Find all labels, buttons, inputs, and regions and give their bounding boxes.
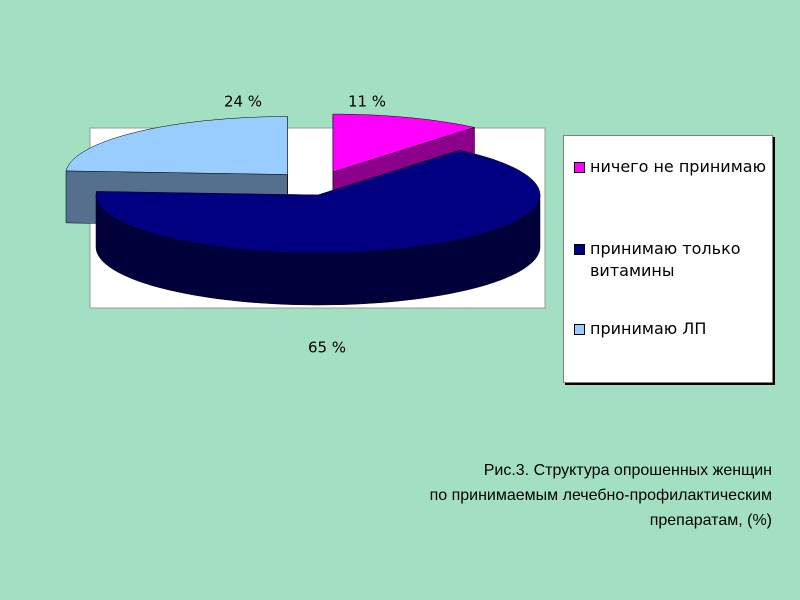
- legend-label: ничего не принимаю: [590, 157, 767, 176]
- legend-item: ничего не принимаю: [574, 156, 770, 178]
- caption-line: Рис.3. Структура опрошенных женщин: [483, 462, 772, 479]
- legend-label: принимаю ЛП: [590, 319, 707, 338]
- caption: Рис.3. Структура опрошенных женщин по пр…: [430, 458, 772, 533]
- slice: [332, 113, 476, 173]
- legend-item: принимаю ЛП: [574, 318, 770, 340]
- slice: [65, 116, 288, 175]
- caption-line: по принимаемым лечебно-профилактическим: [429, 487, 772, 504]
- legend: ничего не принимаю принимаю только витами…: [563, 135, 773, 383]
- data-label: 11 %: [348, 93, 386, 111]
- data-label: 24 %: [224, 93, 262, 111]
- data-label: 65 %: [308, 339, 346, 357]
- legend-swatch: [574, 162, 585, 173]
- slice: [95, 150, 541, 254]
- caption-line: препаратам, (%): [649, 512, 772, 529]
- legend-swatch: [574, 324, 585, 335]
- legend-item: принимаю только витамины: [574, 238, 770, 282]
- legend-label: принимаю только витамины: [590, 239, 741, 280]
- legend-swatch: [574, 244, 585, 255]
